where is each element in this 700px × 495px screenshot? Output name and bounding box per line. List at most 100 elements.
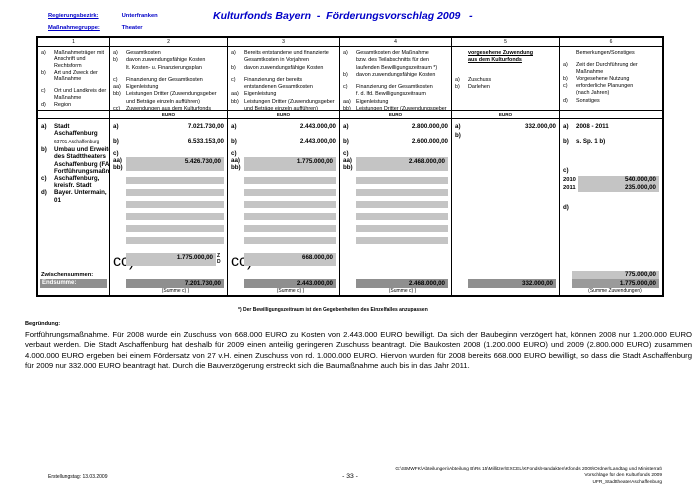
header-line: cc) Zuwendungen aus dem Kulturfonds	[113, 106, 212, 111]
row-key: c)	[231, 150, 237, 157]
header-line: vorgesehene Zuwendung	[468, 50, 533, 56]
eigenleistung-row: aa) bb) 2.468.000,00	[343, 157, 448, 171]
row-key: b)	[563, 138, 569, 145]
meta-massnahmegruppe: Maßnahmegruppe: Theater	[48, 25, 143, 32]
col5-caption	[466, 288, 559, 295]
header-line: b) Vorgesehene Nutzung	[563, 75, 630, 82]
header-line: c) Finanzierung der Gesamtkosten	[113, 76, 203, 83]
header-line: bb) Leistungen Dritter (Zuwendungsgeber	[343, 106, 447, 111]
empty-field	[356, 177, 448, 184]
year2-value: 235.000,00	[625, 184, 656, 191]
row-key: a)	[113, 123, 119, 130]
zuwendungen-summe-box: 775.000,00 1.775.000,00	[572, 271, 659, 288]
empty-field	[126, 225, 224, 232]
kulturfonds-row: cc) 668.000,00	[231, 253, 336, 271]
empty-field	[244, 225, 336, 232]
header-line: c) erforderliche Planungen	[563, 83, 634, 90]
endsumme-col2: 7.201.730,00	[126, 279, 224, 288]
col3-number: 3	[228, 38, 340, 47]
eigenleistung-field: 5.426.730,00	[126, 157, 224, 171]
header-line: lt. Kosten- u. Finanzierungsplan	[126, 64, 202, 71]
eigenleistung-field: 2.468.000,00	[356, 157, 448, 171]
empty-field	[356, 237, 448, 244]
eigenleistung-row: aa) bb) 1.775.000,00	[231, 157, 336, 171]
file-path-line2: Vorschläge für den Kulturfonds 2009	[584, 473, 662, 479]
col3-caption: (Summe c) )	[276, 288, 305, 294]
header-line: bb) Leistungen Dritter (Zuwendungsgeber	[231, 98, 335, 105]
gesamtkosten-value: 7.021.730,00	[187, 123, 224, 130]
vorjahre-kosten-value: 2.443.000,00	[299, 123, 336, 130]
header-line: d) Region	[41, 102, 72, 109]
header-line: (nach Jahren)	[576, 90, 610, 97]
row-key: d)	[563, 204, 569, 211]
traeger-plz: 63701 Aschaffenburg	[54, 139, 100, 145]
col6-body: a) 2008 - 2011 b) s. Sp. 1 b) c) 2010 2011 …	[560, 119, 662, 295]
header-line: c) Finanzierung der Gesamtkosten	[343, 84, 433, 91]
item-key: c)	[41, 174, 47, 182]
empty-field	[126, 177, 224, 184]
vorjahre-zuwendungsfaehig-value: 2.443.000,00	[299, 138, 336, 145]
row-key: cc)	[113, 253, 135, 270]
zuschuss-value: 332.000,00	[525, 123, 556, 130]
col4-caption: (Summe c) )	[388, 288, 417, 294]
meta-regierungsbezirk: Regierungsbezirk: Unterfranken	[48, 13, 158, 20]
page-number: - 33 -	[342, 473, 358, 480]
col1-unit	[38, 111, 110, 119]
row-key: bb)	[343, 164, 353, 171]
darlehen-mark: D	[217, 259, 221, 265]
col4-header: a) Gesamtkosten der Maßnahme bzw. des Teil…	[340, 47, 452, 111]
header-line: b) davon zuwendungsfähige Kosten	[231, 64, 324, 71]
planungsjahre-row: 2010 2011 540.000,00 235.000,00	[563, 176, 659, 192]
col2-number: 2	[110, 38, 228, 47]
ort-item: c) Aschaffenburg, kreisfr. Stadt	[41, 175, 107, 189]
col2-caption: (Summe c) )	[161, 288, 190, 294]
zwischensumme-zuwendungen: 775.000,00	[572, 271, 659, 279]
col6-number: 6	[560, 38, 662, 47]
col4-number: 4	[340, 38, 452, 47]
endsumme-col3: 2.443.000,00	[244, 279, 336, 288]
row-key: aa)	[231, 157, 240, 164]
endsumme-zuwendungen: 1.775.000,00	[572, 279, 659, 288]
zuschuss-mark: Z	[217, 253, 221, 259]
header-line: a) Gesamtkosten	[113, 50, 161, 56]
massnahme-text: Umbau und Erweiterung des Stadttheaters …	[54, 146, 110, 175]
kulturfonds-field: 668.000,00	[244, 253, 336, 266]
empty-field	[126, 189, 224, 196]
header-line: b) Darlehen	[455, 83, 490, 90]
regierungsbezirk-label: Regierungsbezirk:	[48, 13, 99, 19]
page-title: Kulturfonds Bayern - Förderungsvorschlag…	[213, 10, 473, 22]
zuwendungsfaehig-value: 6.533.153,00	[187, 138, 224, 145]
planungsjahre-field: 540.000,00 235.000,00	[578, 176, 659, 192]
header-line: und Beträge einzeln aufführen)	[126, 98, 200, 105]
empty-field	[126, 213, 224, 220]
endsumme-col4: 2.468.000,00	[356, 279, 448, 288]
col3-unit: EURO	[228, 111, 340, 119]
header-line: c) Ort und Landkreis der Maßnahme	[41, 88, 107, 101]
row-key: b)	[343, 138, 349, 145]
empty-field	[244, 177, 336, 184]
header-line: Gesamtkosten in Vorjahren	[244, 57, 310, 64]
endsumme-col5: 332.000,00	[468, 279, 556, 288]
zwischensummen-label: Zwischensummen:	[41, 272, 94, 278]
empty-field	[356, 225, 448, 232]
empty-field	[244, 237, 336, 244]
header-line: b) davon zuwendungsfähige Kosten	[113, 57, 206, 64]
file-path-line3: UFR_StadttheaterAschaffenburg	[592, 479, 662, 485]
eigenleistung-field: 1.775.000,00	[244, 157, 336, 171]
header-line: entstandenen Gesamtkosten	[244, 84, 313, 91]
empty-field	[244, 201, 336, 208]
item-key: d)	[41, 189, 47, 197]
header-line: bb) Leistungen Dritter (Zuwendungsgeber	[113, 91, 217, 98]
row-key: a)	[455, 123, 461, 130]
massnahme-item: b) Umbau und Erweiterung des Stadttheate…	[41, 146, 110, 175]
header-line: b) Art und Zweck der Maßnahme	[41, 69, 98, 83]
year-label: 2011	[563, 185, 576, 191]
traeger-name: Stadt Aschaffenburg	[54, 123, 98, 138]
endsumme-label: Endsumme:	[40, 279, 107, 288]
nutzung-value: s. Sp. 1 b)	[576, 138, 606, 145]
bewilligungszeitraum-kosten-value: 2.800.000,00	[411, 123, 448, 130]
row-key: bb)	[231, 164, 241, 171]
row-key: b)	[113, 138, 119, 145]
header-line: d) Sonstiges	[563, 97, 600, 104]
